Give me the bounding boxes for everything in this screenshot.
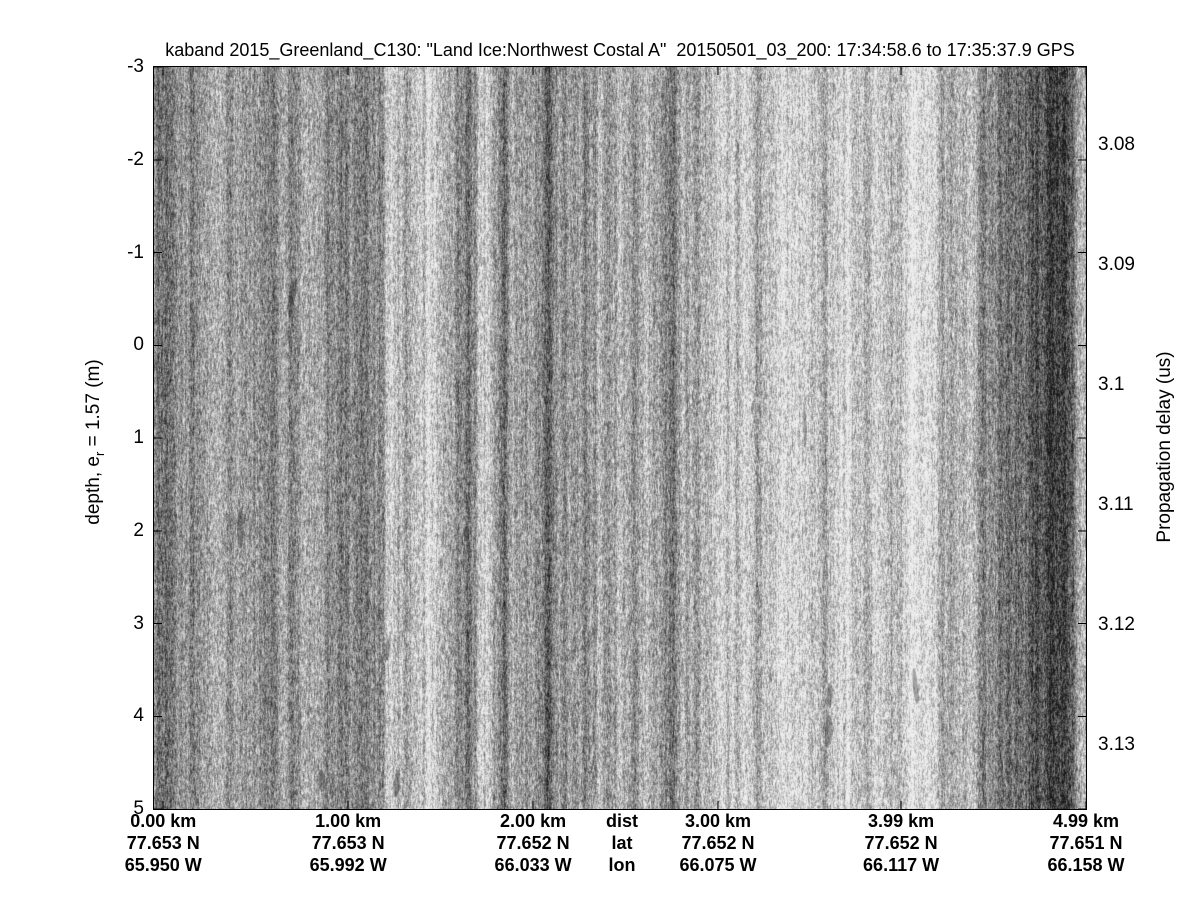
right-tick-label: 3.1	[1098, 374, 1125, 396]
left-tick-label: 2	[133, 519, 144, 541]
distance-label: 2.00 km	[500, 811, 567, 831]
left-axis-tick-labels: -3 -2 -1 0 1 2 3 4 5	[0, 0, 144, 900]
distance-label: 3.00 km	[684, 811, 752, 831]
longitude-label: 65.950 W	[124, 855, 202, 875]
longitude-label: 66.158 W	[1047, 855, 1125, 875]
distance-label: 1.00 km	[315, 811, 382, 831]
right-tick-label: 3.12	[1098, 614, 1135, 636]
longitude-label: 66.075 W	[679, 855, 757, 875]
distance-label: 3.99 km	[868, 811, 935, 831]
left-tick-label: -3	[127, 56, 144, 77]
bottom-axis-column: 3.99 km 77.652 N 66.117 W	[863, 810, 939, 876]
bottom-axis-column: 3.00 km 77.652 N 66.075 W	[679, 810, 756, 876]
bottom-axis-column: 1.00 km 77.653 N 65.992 W	[310, 810, 387, 876]
latitude-label: 77.651 N	[1049, 833, 1123, 853]
distance-label: 4.99 km	[1052, 811, 1120, 831]
latitude-label: 77.652 N	[496, 833, 570, 853]
left-tick-label: -2	[127, 148, 144, 170]
left-tick-label: 3	[133, 612, 144, 634]
bottom-axis-captions: dist lat lon	[606, 810, 638, 876]
right-tick-label: 3.13	[1098, 734, 1135, 756]
dist-caption: dist	[605, 811, 639, 831]
right-tick-label: 3.09	[1098, 254, 1135, 276]
latitude-label: 77.652 N	[681, 833, 755, 853]
latitude-label: 77.653 N	[126, 833, 200, 853]
echogram-image	[154, 67, 1086, 809]
latitude-label: 77.652 N	[864, 833, 938, 853]
latitude-label: 77.653 N	[311, 833, 385, 853]
left-tick-label: 0	[133, 334, 144, 356]
longitude-label: 66.117 W	[863, 855, 940, 875]
longitude-label: 66.033 W	[494, 855, 572, 875]
bottom-axis-column: 0.00 km 77.653 N 65.950 W	[125, 810, 202, 876]
figure-title: kaband 2015_Greenland_C130: "Land Ice:No…	[165, 40, 1075, 60]
left-tick-label: 1	[133, 427, 144, 448]
distance-label: 0.00 km	[130, 811, 197, 831]
left-tick-label: 4	[133, 705, 144, 727]
bottom-axis-column: 4.99 km 77.651 N 66.158 W	[1047, 810, 1124, 876]
lon-caption: lon	[608, 855, 636, 875]
axis-ticks-icon	[154, 67, 1086, 809]
left-tick-label: 5	[133, 798, 144, 819]
echogram-plot	[153, 66, 1087, 810]
bottom-axis-column: 2.00 km 77.652 N 66.033 W	[495, 810, 572, 876]
right-tick-label: 3.11	[1098, 494, 1134, 516]
left-tick-label: -1	[127, 241, 144, 263]
lat-caption: lat	[611, 833, 633, 853]
right-tick-label: 3.08	[1098, 134, 1135, 156]
longitude-label: 65.992 W	[309, 855, 387, 875]
right-axis-tick-labels: 3.08 3.09 3.1 3.11 3.12 3.13	[1098, 0, 1198, 900]
